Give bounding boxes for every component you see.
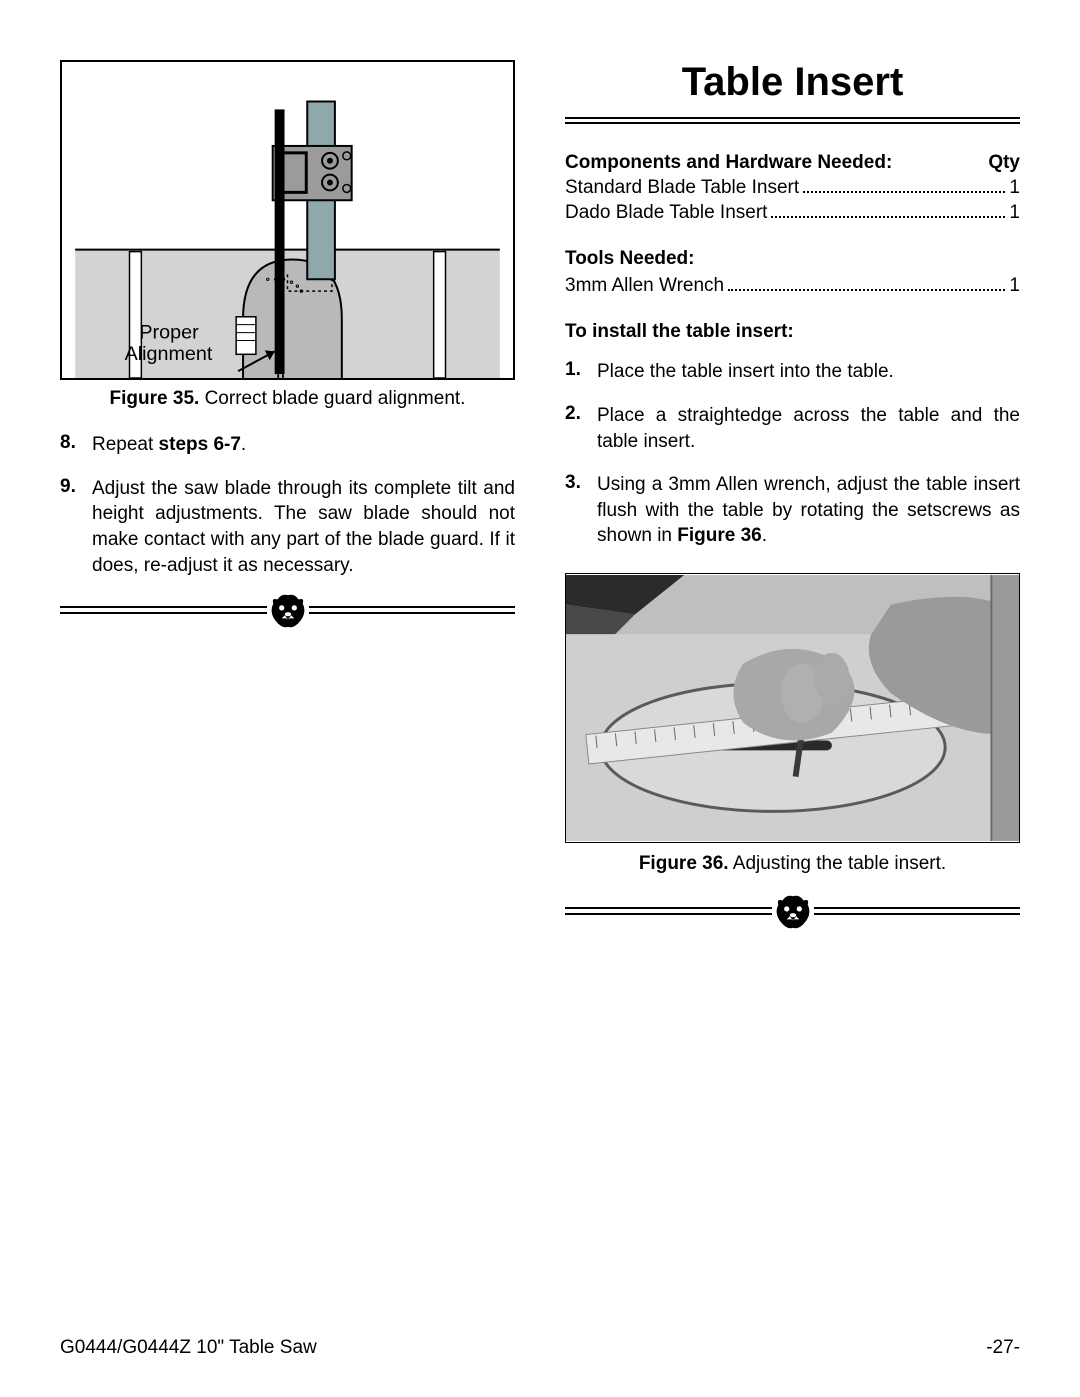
- figure-36-photo: [565, 573, 1020, 843]
- svg-text:Proper: Proper: [139, 322, 199, 344]
- figure-36-caption: Figure 36. Adjusting the table insert.: [565, 853, 1020, 875]
- step-8: 8. Repeat steps 6-7.: [60, 432, 515, 458]
- install-step-2: 2. Place a straightedge across the table…: [565, 403, 1020, 454]
- footer-right: -27-: [986, 1337, 1020, 1359]
- step-text: Place the table insert into the table.: [597, 359, 1020, 385]
- bear-icon: [267, 589, 309, 631]
- dot-leader: [728, 274, 1005, 291]
- footer-left: G0444/G0444Z 10" Table Saw: [60, 1337, 317, 1359]
- tool-name: 3mm Allen Wrench: [565, 275, 724, 297]
- install-step-3: 3. Using a 3mm Allen wrench, adjust the …: [565, 472, 1020, 549]
- tools-label: Tools Needed:: [565, 248, 1020, 270]
- svg-text:Alignment: Alignment: [125, 343, 213, 365]
- step-number: 2.: [565, 403, 597, 454]
- figure-35-caption: Figure 35. Correct blade guard alignment…: [60, 388, 515, 410]
- component-name: Dado Blade Table Insert: [565, 202, 767, 224]
- step-text: Place a straightedge across the table an…: [597, 403, 1020, 454]
- blade-guard-diagram: Proper Alignment: [62, 62, 513, 378]
- components-label: Components and Hardware Needed:: [565, 152, 988, 174]
- step-number: 9.: [60, 476, 92, 579]
- dot-leader: [771, 201, 1005, 218]
- step-number: 1.: [565, 359, 597, 385]
- dot-leader: [803, 176, 1005, 193]
- install-step-1: 1. Place the table insert into the table…: [565, 359, 1020, 385]
- step-9: 9. Adjust the saw blade through its comp…: [60, 476, 515, 579]
- tool-qty: 1: [1009, 275, 1020, 297]
- right-column: Table Insert Components and Hardware Nee…: [565, 60, 1020, 915]
- title-rule: [565, 117, 1020, 124]
- left-column: Proper Alignment Figure 35. Correct blad…: [60, 60, 515, 915]
- component-qty: 1: [1009, 177, 1020, 199]
- step-text: Repeat steps 6-7.: [92, 432, 515, 458]
- step-number: 8.: [60, 432, 92, 458]
- step-text: Adjust the saw blade through its complet…: [92, 476, 515, 579]
- page-content: Proper Alignment Figure 35. Correct blad…: [0, 0, 1080, 915]
- component-row: Standard Blade Table Insert 1: [565, 176, 1020, 199]
- install-label: To install the table insert:: [565, 321, 1020, 343]
- figure-35-diagram: Proper Alignment: [60, 60, 515, 380]
- qty-label: Qty: [988, 152, 1020, 174]
- step-text: Using a 3mm Allen wrench, adjust the tab…: [597, 472, 1020, 549]
- component-qty: 1: [1009, 202, 1020, 224]
- bear-icon: [772, 890, 814, 932]
- page-footer: G0444/G0444Z 10" Table Saw -27-: [60, 1337, 1020, 1359]
- component-name: Standard Blade Table Insert: [565, 177, 799, 199]
- step-number: 3.: [565, 472, 597, 549]
- components-header: Components and Hardware Needed: Qty: [565, 152, 1020, 174]
- section-divider: [60, 606, 515, 614]
- section-divider: [565, 907, 1020, 915]
- tool-row: 3mm Allen Wrench 1: [565, 274, 1020, 297]
- component-row: Dado Blade Table Insert 1: [565, 201, 1020, 224]
- section-title: Table Insert: [565, 60, 1020, 105]
